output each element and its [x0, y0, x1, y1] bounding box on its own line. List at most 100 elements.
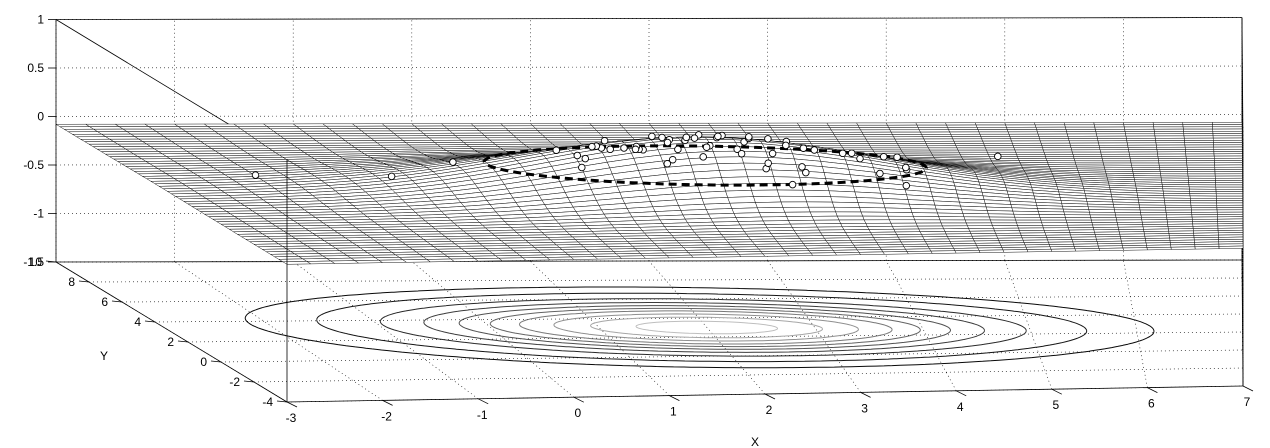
y-tick-mark	[210, 360, 222, 363]
surface-cell	[460, 139, 494, 143]
surface-cell	[1123, 122, 1154, 125]
surface-cell	[1188, 177, 1216, 181]
scatter-point	[799, 144, 808, 152]
surface-cell	[1159, 169, 1188, 172]
surface-cell	[786, 252, 814, 257]
surface-cell	[786, 216, 815, 221]
surface-cell	[952, 138, 984, 142]
surface-cell	[279, 135, 314, 139]
scatter-point	[714, 132, 722, 141]
surface-cell	[862, 215, 890, 221]
grid-line	[1123, 260, 1148, 388]
y-tick-label: 0	[200, 355, 207, 369]
surface-cell	[951, 136, 983, 140]
surface-cell	[325, 125, 360, 129]
surface-cell	[1067, 135, 1098, 139]
surface-cell	[1216, 204, 1243, 208]
surface-cell	[163, 136, 198, 140]
surface-cell	[1128, 149, 1158, 153]
surface-cell	[618, 123, 652, 126]
scatter-point	[588, 142, 596, 151]
surface-cell	[539, 132, 573, 136]
surface-cell	[937, 212, 965, 218]
surface-cell	[737, 220, 766, 226]
surface-cell	[1184, 140, 1214, 143]
y-tick-mark	[78, 280, 90, 283]
surface-cell	[236, 126, 272, 130]
surface-cell	[899, 147, 930, 151]
surface-cell	[883, 203, 912, 209]
surface-cell	[108, 138, 144, 142]
surface-cell	[954, 143, 985, 146]
surface-cell	[799, 127, 832, 131]
surface-cell	[63, 128, 99, 133]
surface-cell	[806, 201, 835, 208]
surface-cell	[1013, 213, 1041, 218]
surface-cell	[88, 126, 124, 130]
grid-line	[885, 260, 957, 391]
scatter-point	[879, 152, 888, 161]
surface-cell	[1103, 164, 1133, 168]
surface-cell	[1216, 207, 1243, 211]
surface-cell	[1183, 131, 1214, 134]
surface-cell	[1158, 158, 1187, 162]
surface-cell	[387, 128, 422, 132]
surface-cell	[804, 196, 833, 203]
surface-cell	[1129, 153, 1159, 157]
surface-cell	[276, 133, 311, 137]
surface-cell	[1042, 224, 1069, 229]
surface-cell	[1183, 128, 1214, 132]
surface-cell	[840, 223, 868, 228]
surface-cell	[236, 145, 270, 149]
scatter-point	[764, 135, 772, 143]
scatter-point	[994, 152, 1002, 161]
surface-cell	[760, 216, 789, 222]
surface-cell	[71, 133, 107, 138]
surface-cell	[188, 133, 224, 137]
surface-cell	[1215, 182, 1243, 186]
surface-cell	[1194, 246, 1220, 250]
surface-cell	[130, 133, 165, 137]
surface-cell	[1038, 211, 1065, 215]
surface-cell	[1154, 133, 1185, 137]
surface-cell	[1165, 207, 1192, 211]
surface-cell	[769, 163, 799, 172]
surface-cell	[782, 206, 811, 213]
x-tick-mark	[478, 398, 489, 405]
surface-cell	[1158, 162, 1188, 166]
surface-cell	[802, 189, 832, 197]
surface-cell	[1002, 249, 1029, 253]
surface-cell	[739, 125, 772, 129]
scatter-point	[847, 149, 856, 157]
surface-cell	[1012, 145, 1043, 149]
surface-cell	[1189, 188, 1217, 192]
surface-cell	[1191, 211, 1218, 215]
surface-cell	[987, 151, 1017, 155]
surface-cell	[122, 128, 158, 132]
surface-cell	[1126, 138, 1156, 141]
surface-cell	[1214, 175, 1243, 179]
surface-cell	[1113, 206, 1141, 211]
surface-cell	[1214, 169, 1243, 172]
surface-cell	[1114, 212, 1142, 216]
surface-cell	[863, 219, 892, 224]
surface-cell	[1124, 131, 1155, 135]
surface-cell	[425, 135, 459, 139]
surface-cell	[1065, 217, 1092, 221]
surface-cell	[228, 140, 263, 144]
surface-cell	[858, 251, 885, 255]
surface-cell	[985, 147, 1016, 151]
surface-cell	[532, 125, 566, 129]
surface-cell	[547, 139, 580, 143]
grid-line	[174, 261, 383, 401]
grid-line	[1004, 260, 1053, 390]
surface-cell	[75, 136, 111, 140]
surface-cell	[1216, 195, 1243, 199]
surface-cell	[841, 145, 872, 149]
x-tick-label: -2	[381, 409, 392, 423]
surface-cell	[974, 122, 1006, 126]
surface-cell	[977, 129, 1009, 133]
surface-cell	[133, 153, 168, 157]
surface-cell	[149, 146, 184, 150]
surface-cell	[600, 134, 633, 138]
